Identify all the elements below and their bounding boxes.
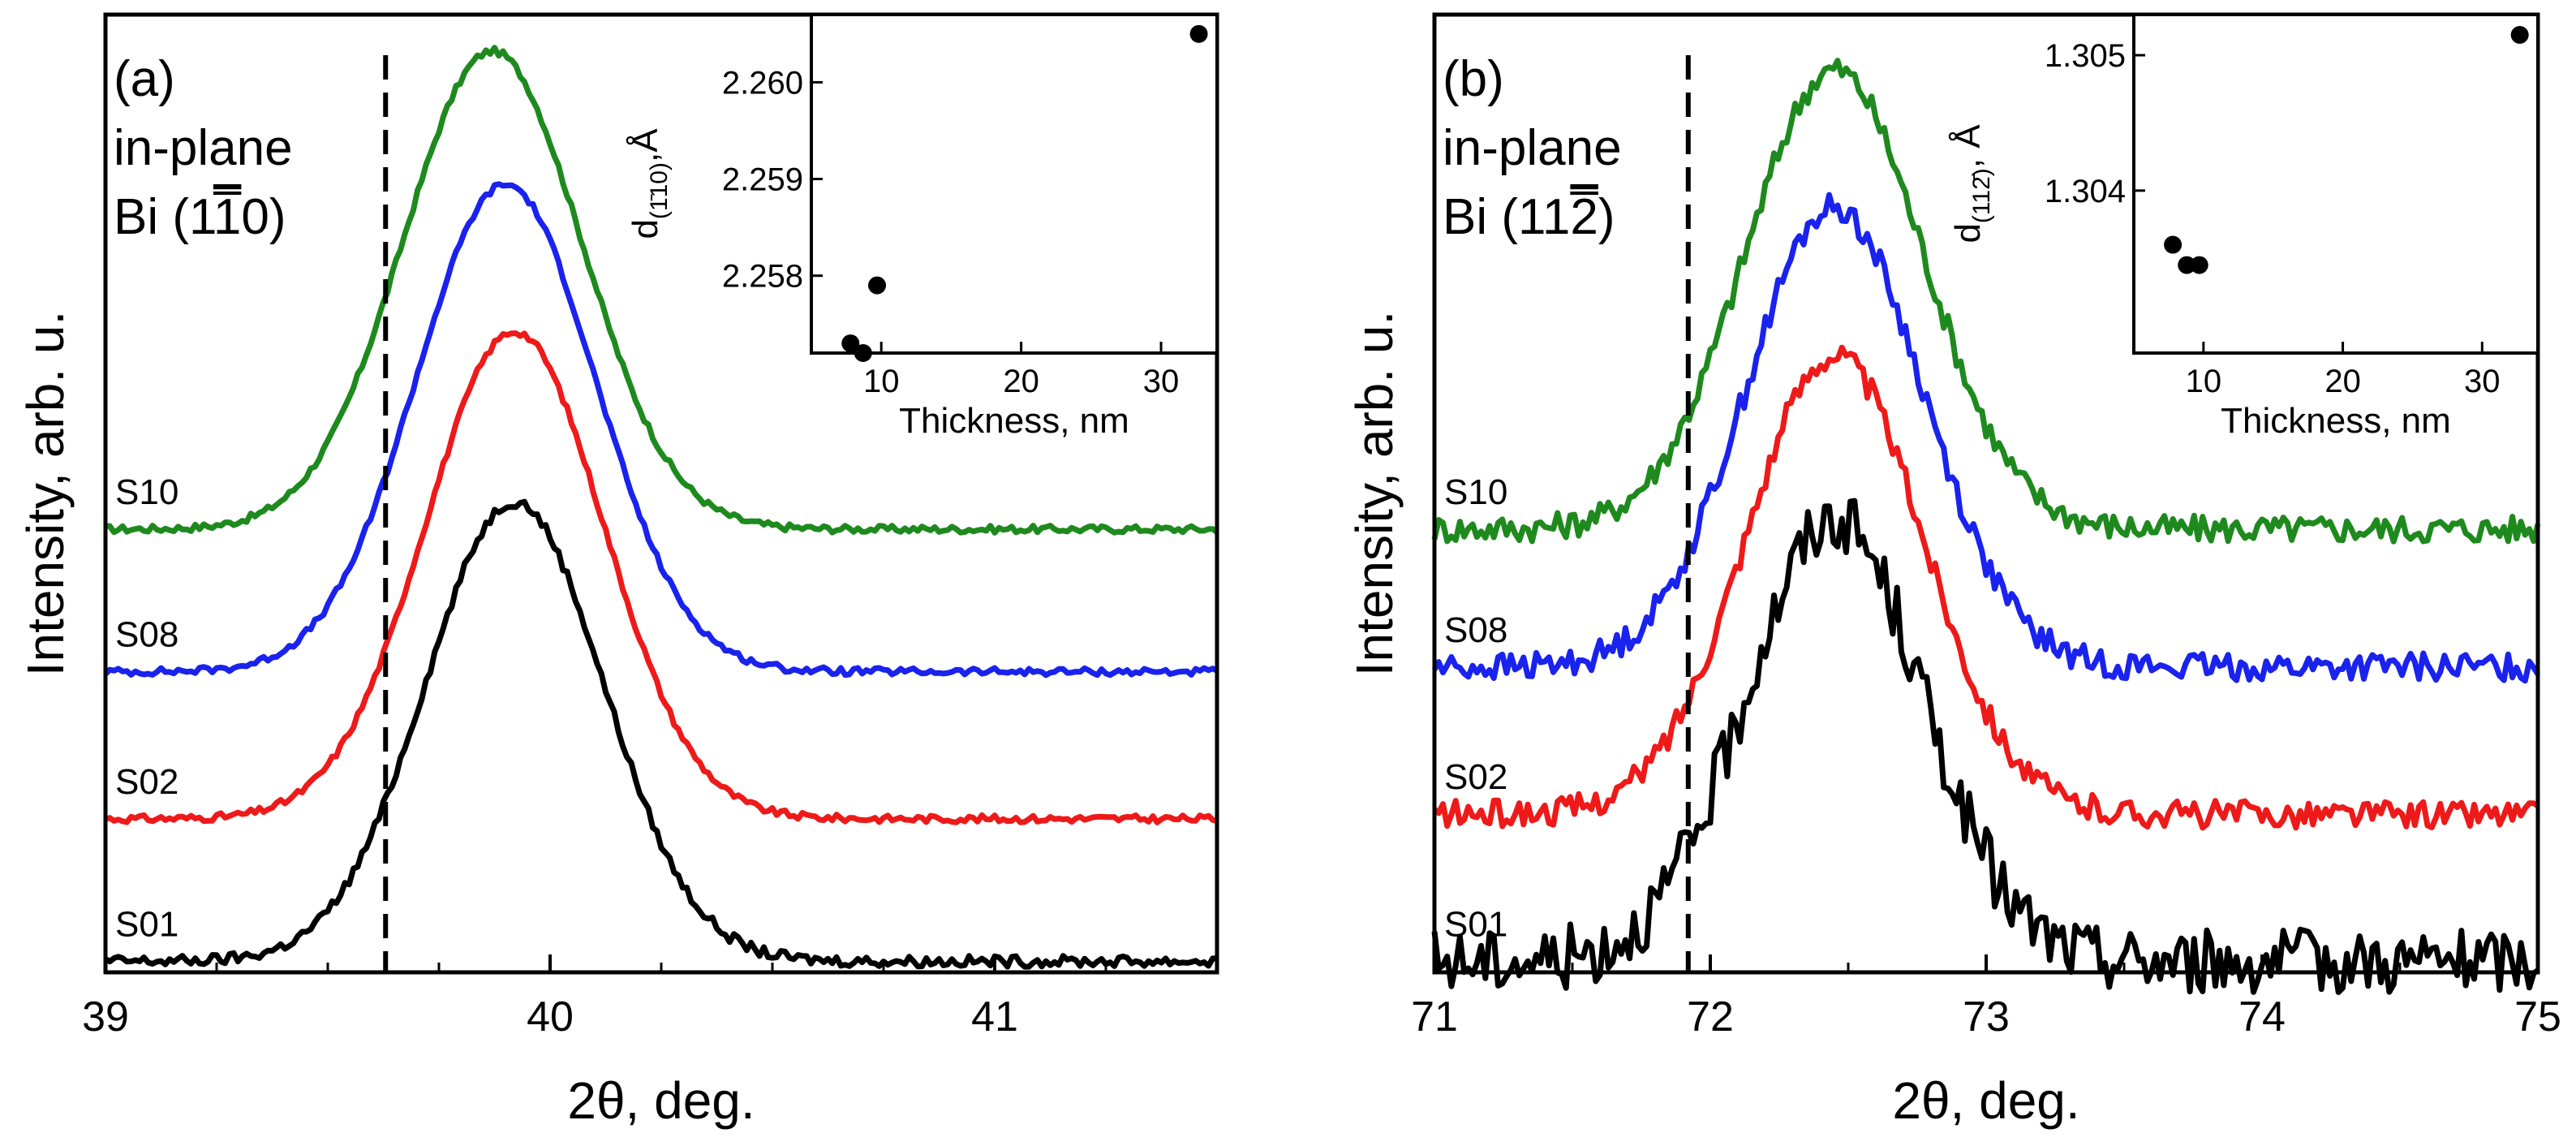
series-s10-line xyxy=(1431,58,2541,545)
inset-data-point xyxy=(1189,24,1208,43)
panel-text-inplane: in-plane xyxy=(1443,120,1622,176)
inset-y-tick-label: 2.259 xyxy=(722,162,803,198)
series-s08-line xyxy=(103,181,1219,679)
inset-data-point xyxy=(2178,256,2196,274)
x-tick-label: 72 xyxy=(1687,993,1734,1040)
series-s08-line xyxy=(1431,192,2540,684)
inset-x-tick-label: 10 xyxy=(2186,364,2222,399)
x-tick-label: 71 xyxy=(1411,993,1458,1040)
x-axis-label: 2θ, deg. xyxy=(567,1071,755,1130)
series-s02-label: S02 xyxy=(115,762,178,802)
series-s08-label: S08 xyxy=(1444,610,1507,650)
series-s08-label: S08 xyxy=(115,615,178,655)
panel-b: S10 S08 S02 S01 71 72 73 74 75 2θ, deg. Intensity,… xyxy=(1345,12,2561,1130)
series-s10-line xyxy=(105,45,1219,536)
inset-frame xyxy=(810,13,1219,355)
panel-text-reflection: Bi (112) xyxy=(1443,189,1615,245)
series-s02-line xyxy=(104,330,1218,825)
inset-data-point xyxy=(841,334,860,353)
inset-data-point xyxy=(868,276,887,295)
inset-x-label: Thickness, nm xyxy=(899,401,1129,441)
y-axis-label: Intensity, arb. u. xyxy=(16,311,75,677)
panel-label: (b) xyxy=(1443,51,1504,107)
inset-x-tick-label: 10 xyxy=(863,364,900,399)
inset-x-tick-label: 30 xyxy=(2464,364,2501,399)
series-s10-label: S10 xyxy=(1444,472,1507,512)
inset-b: 10 20 30 1.304 1.305 Thickness, nm d(112̄), Å xyxy=(1948,13,2539,441)
inset-a: 10 20 30 2.258 2.259 2.260 Thickness, nm d(1̄10… xyxy=(626,13,1219,441)
inset-data-point xyxy=(854,344,872,362)
series-s01-line xyxy=(104,498,1218,970)
inset-y-label: d(112̄), Å xyxy=(1948,124,1995,243)
x-tick-label: 41 xyxy=(971,993,1018,1040)
inset-y-label: d(1̄10),Å xyxy=(626,128,673,239)
series-s10-label: S10 xyxy=(115,472,178,512)
inset-y-tick-label: 2.258 xyxy=(722,259,803,295)
inset-data-point xyxy=(2510,26,2529,45)
inset-frame xyxy=(2132,13,2539,355)
series-s01-label: S01 xyxy=(115,904,178,944)
inset-x-tick-label: 30 xyxy=(1143,364,1180,399)
inset-x-tick-label: 20 xyxy=(2324,364,2361,399)
panel-a: S10 S08 S02 S01 39 40 41 2θ, deg. Intensity, arb… xyxy=(16,12,1219,1130)
panel-text-inplane: in-plane xyxy=(114,120,293,176)
x-tick-label: 40 xyxy=(527,993,574,1040)
y-axis-label: Intensity, arb. u. xyxy=(1345,311,1404,677)
x-tick-label: 73 xyxy=(1963,993,2010,1040)
inset-data-point xyxy=(2164,235,2183,254)
x-tick-label: 75 xyxy=(2514,993,2561,1040)
inset-x-label: Thickness, nm xyxy=(2221,401,2451,441)
series-s02-label: S02 xyxy=(1444,757,1507,797)
inset-x-tick-label: 20 xyxy=(1003,364,1039,399)
x-tick-label: 39 xyxy=(82,993,129,1040)
x-axis-label: 2θ, deg. xyxy=(1892,1071,2079,1130)
inset-y-tick-label: 1.304 xyxy=(2045,174,2126,209)
inset-y-tick-label: 1.305 xyxy=(2045,38,2126,74)
series-s01-label: S01 xyxy=(1444,904,1507,944)
x-tick-label: 74 xyxy=(2238,993,2286,1040)
panel-text-reflection: Bi (110) xyxy=(114,189,286,245)
inset-data-point xyxy=(2190,256,2208,274)
series-s01-line xyxy=(1431,498,2540,995)
panel-label: (a) xyxy=(114,51,175,107)
inset-y-tick-label: 2.260 xyxy=(722,65,803,101)
series-s02-line xyxy=(1432,344,2539,831)
